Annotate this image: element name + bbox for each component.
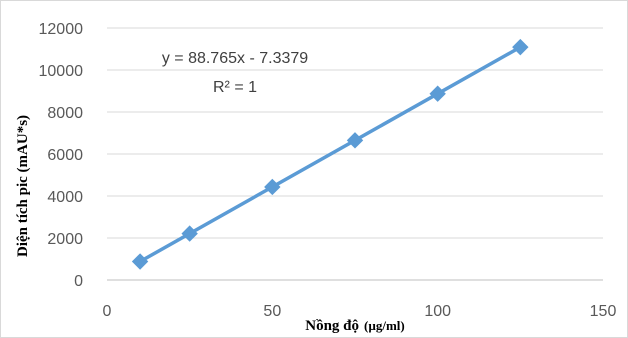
y-tick-label-2: 4000 [47,189,83,206]
x-axis-title-main: Nồng độ [305,318,359,334]
x-tick-label-0: 0 [103,303,112,320]
y-tick-label-1: 2000 [47,231,83,248]
data-point-0 [131,253,149,270]
y-tick-labels: 0 2000 4000 6000 8000 10000 12000 [39,21,84,290]
x-tick-labels: 0 50 100 150 [103,303,617,320]
x-axis-title: Nồng độ (µg/ml) [305,318,404,334]
x-tick-label-2: 100 [424,303,451,320]
data-point-5 [512,38,529,56]
trendline-equation: y = 88.765x - 7.3379 [162,50,308,67]
r-squared-label: R² = 1 [213,79,257,96]
y-tick-label-6: 12000 [39,21,84,38]
x-axis-title-unit: (µg/ml) [364,318,405,333]
y-tick-label-5: 10000 [39,63,84,80]
y-tick-label-3: 6000 [47,147,83,164]
y-axis-title: Diện tích pic (mAU*s) [15,115,31,257]
data-point-4 [429,85,446,102]
y-tick-label-4: 8000 [47,105,83,122]
data-point-1 [181,225,198,242]
x-tick-label-1: 50 [263,303,281,320]
y-tick-label-0: 0 [74,273,83,290]
data-point-2 [264,178,281,196]
data-point-3 [346,132,364,149]
trendline-group [138,45,523,264]
trendline [138,45,523,264]
data-points [131,38,529,270]
x-tick-label-3: 150 [590,303,617,320]
